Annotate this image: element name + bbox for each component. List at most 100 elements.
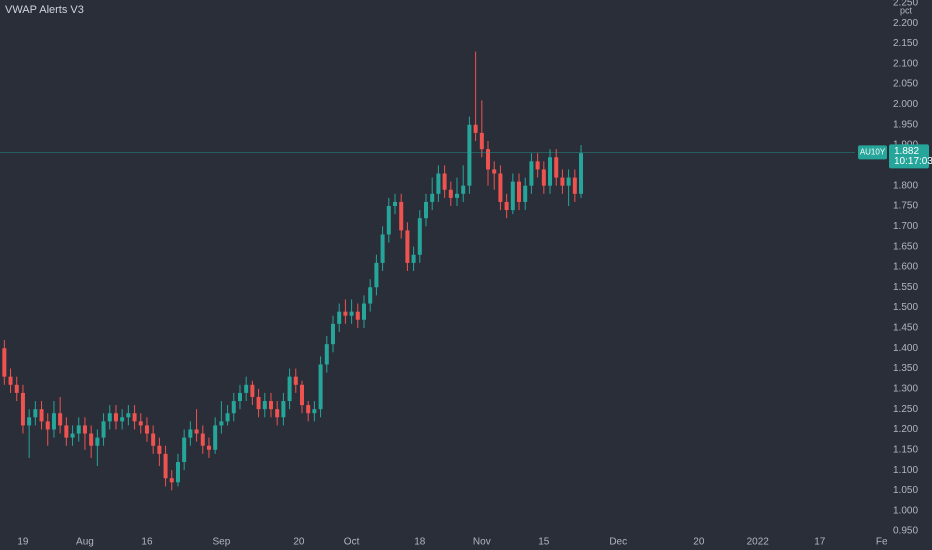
candle-body xyxy=(132,413,137,422)
x-tick-label: 20 xyxy=(293,537,305,548)
candle-body xyxy=(554,157,559,178)
candle-body xyxy=(529,161,534,186)
candle-body xyxy=(510,181,515,211)
x-tick-label: Fe xyxy=(876,537,888,548)
candle-body xyxy=(535,161,540,170)
y-tick-label: 1.250 xyxy=(893,404,918,415)
candle-body xyxy=(560,177,565,186)
candle-body xyxy=(299,384,304,406)
x-tick-label: Nov xyxy=(473,537,491,548)
candle-body xyxy=(275,409,280,418)
candle-body xyxy=(76,425,81,434)
candle-body xyxy=(163,453,168,479)
candle-body xyxy=(430,193,435,202)
candle-body xyxy=(566,177,571,186)
x-tick-label: 19 xyxy=(17,537,29,548)
candle-body xyxy=(14,384,19,393)
y-tick-label: 1.550 xyxy=(893,282,918,293)
y-tick-label: 1.150 xyxy=(893,444,918,455)
candle-body xyxy=(281,401,286,418)
candle-body xyxy=(361,303,366,320)
y-tick-label: 1.700 xyxy=(893,221,918,232)
candle-body xyxy=(548,157,553,186)
candle-body xyxy=(101,421,106,438)
x-tick-label: Aug xyxy=(76,537,94,548)
y-tick-label: 2.200 xyxy=(893,18,918,29)
y-tick-label: 1.050 xyxy=(893,485,918,496)
candle-body xyxy=(144,425,149,434)
candle-body xyxy=(200,433,205,446)
candle-body xyxy=(349,311,354,316)
candle-body xyxy=(355,311,360,320)
x-tick-label: 18 xyxy=(414,537,426,548)
candle-body xyxy=(312,409,317,414)
candle-body xyxy=(262,401,267,410)
y-tick-label: 1.650 xyxy=(893,241,918,252)
y-tick-label: 2.000 xyxy=(893,99,918,110)
y-tick-label: 1.500 xyxy=(893,302,918,313)
x-tick-label: Dec xyxy=(609,537,627,548)
candle-body xyxy=(492,169,497,174)
candle-body xyxy=(324,344,329,365)
x-tick-label: 17 xyxy=(814,537,826,548)
candle-body xyxy=(138,421,143,426)
candle-body xyxy=(293,376,298,385)
candle-body xyxy=(206,445,211,450)
candle-body xyxy=(424,201,429,219)
candle-body xyxy=(58,413,63,426)
candle-body xyxy=(318,364,323,410)
axis-layer: 2.2502.2002.1502.1002.0502.0001.9501.900… xyxy=(17,0,932,548)
candle-body xyxy=(467,124,472,186)
candle-body xyxy=(151,433,156,446)
candle-body xyxy=(113,413,118,422)
y-tick-label: 0.950 xyxy=(893,526,918,537)
candle-body xyxy=(473,124,478,133)
candle-body xyxy=(461,185,466,194)
candle-body xyxy=(231,401,236,414)
candle-body xyxy=(244,384,249,393)
candle-body xyxy=(70,433,75,438)
candle-body xyxy=(39,409,44,422)
candle-body xyxy=(436,173,441,194)
candle-body xyxy=(194,429,199,434)
x-tick-label: 20 xyxy=(693,537,705,548)
y-tick-label: 1.100 xyxy=(893,465,918,476)
candle-body xyxy=(188,429,193,438)
last-price-label: 1.882 xyxy=(894,146,919,157)
countdown-label: 10:17:03 xyxy=(894,156,932,167)
candle-body xyxy=(343,311,348,316)
candle-body xyxy=(330,323,335,345)
candle-body xyxy=(89,433,94,446)
candle-body xyxy=(175,461,180,483)
y-tick-label: 1.200 xyxy=(893,424,918,435)
symbol-badge xyxy=(858,145,887,160)
candle-body xyxy=(126,413,131,418)
candle-body xyxy=(442,173,447,190)
candle-body xyxy=(306,405,311,414)
y-tick-label: 1.450 xyxy=(893,323,918,334)
candle-body xyxy=(479,132,484,150)
candle-body xyxy=(455,193,460,198)
candle-body xyxy=(368,287,373,304)
y-tick-label: 1.000 xyxy=(893,505,918,516)
price-axis xyxy=(855,0,932,540)
candle-body xyxy=(120,417,125,422)
candle-body xyxy=(20,392,25,426)
candle-body xyxy=(287,376,292,402)
candle-body xyxy=(213,425,218,450)
price-badge xyxy=(889,144,929,169)
candle-body xyxy=(250,384,255,397)
x-tick-label: 15 xyxy=(538,537,550,548)
candle-body xyxy=(399,201,404,231)
candle-body xyxy=(486,149,491,170)
candle-body xyxy=(107,413,112,422)
candle-body xyxy=(219,421,224,426)
x-tick-label: Sep xyxy=(212,537,230,548)
candle-body xyxy=(82,425,87,434)
x-tick-label: 2022 xyxy=(747,537,770,548)
y-tick-label: 1.400 xyxy=(893,343,918,354)
x-tick-label: Oct xyxy=(344,537,360,548)
y-tick-label: 1.600 xyxy=(893,262,918,273)
